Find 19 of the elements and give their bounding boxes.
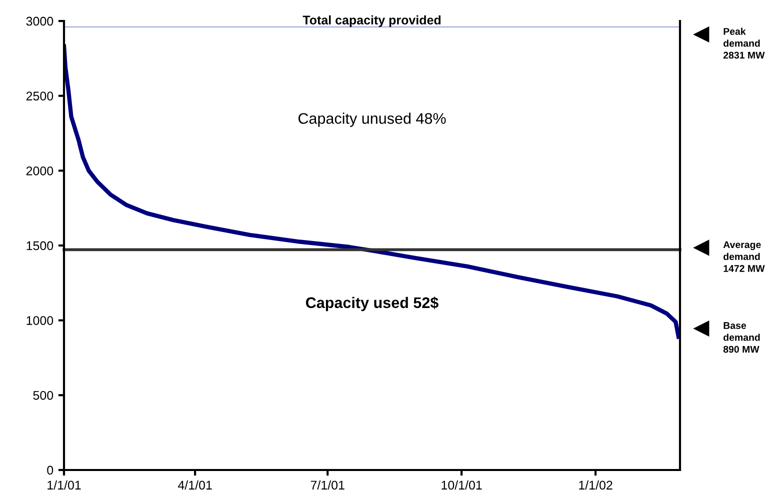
text: Average demand 1472 MW <box>723 241 765 272</box>
y-tick-label: 1000 <box>26 316 54 325</box>
x-tick-label: 1/1/01 <box>48 480 81 490</box>
text: Peak demand 2831 MW <box>723 28 765 59</box>
x-tick-label: 4/1/01 <box>178 480 212 490</box>
ref-line-label: Total capacity provided <box>302 15 441 27</box>
y-tick-label: 1500 <box>26 241 54 250</box>
line-series <box>64 44 680 339</box>
x-tick-label: 7/1/01 <box>310 480 344 490</box>
annotation: Capacity used 52$ <box>306 296 438 312</box>
x-tick-label: 10/1/01 <box>442 480 482 490</box>
y-tick-label: 0 <box>47 466 54 475</box>
x-tick-label: 1/1/02 <box>579 480 612 490</box>
y-tick-label: 3000 <box>26 16 54 26</box>
y-tick-label: 2500 <box>26 92 54 100</box>
text: Base demand 890 MW <box>723 322 760 353</box>
y-tick-label: 500 <box>33 390 54 400</box>
annotation: Capacity unused 48% <box>298 112 446 127</box>
y-tick-label: 2000 <box>26 166 54 176</box>
